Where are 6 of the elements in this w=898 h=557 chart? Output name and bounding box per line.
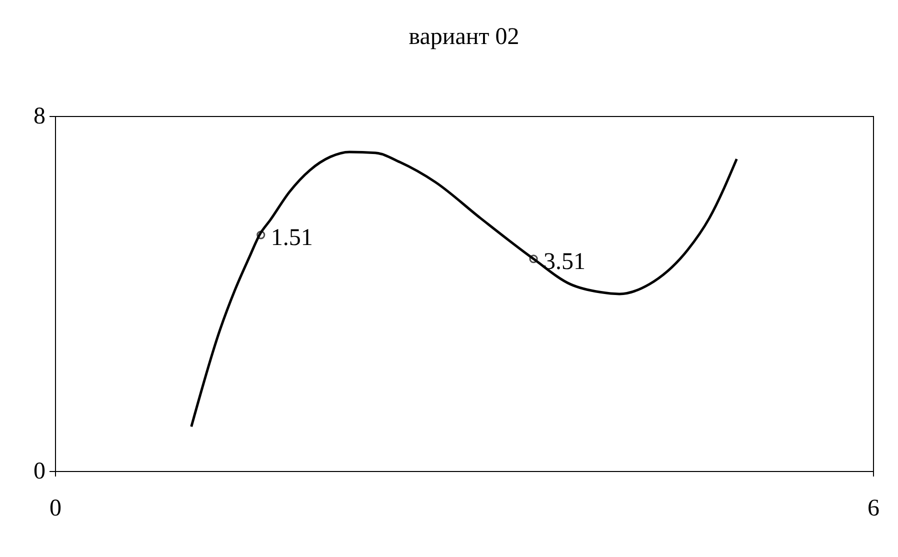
y-tick-label: 8 xyxy=(34,104,46,130)
annotation: 3.51 xyxy=(544,248,586,275)
line-series xyxy=(190,150,738,428)
annotation: 1.51 xyxy=(270,224,313,251)
chart-title: вариант 02 xyxy=(408,24,520,50)
x-tick-label: 6 xyxy=(868,496,880,522)
